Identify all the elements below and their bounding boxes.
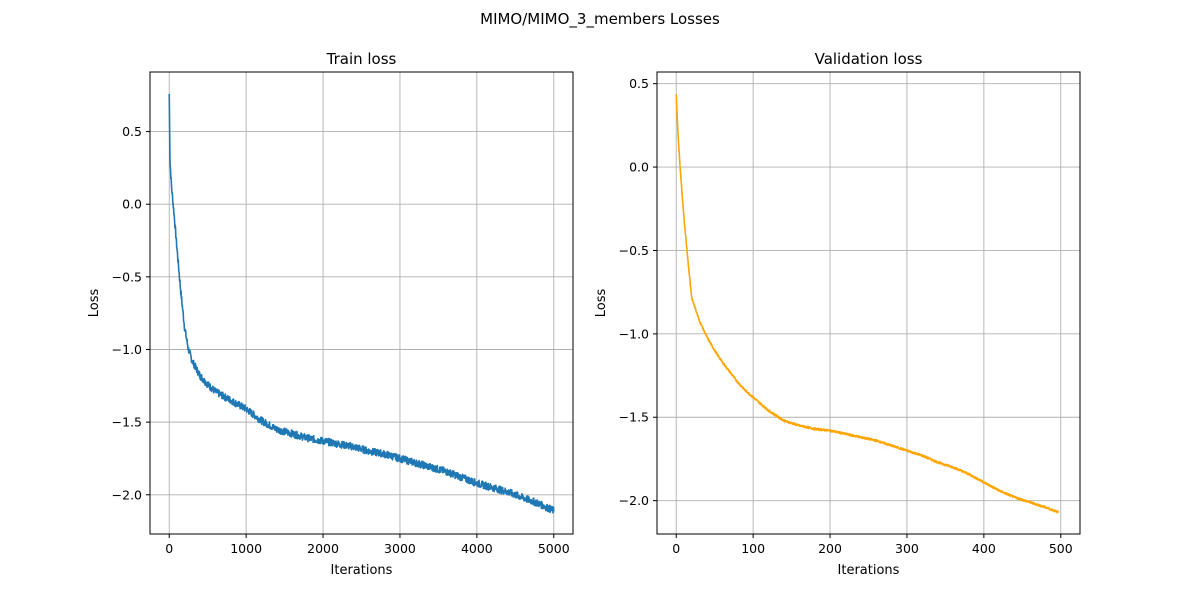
train-loss-line [168, 93, 555, 514]
validation-xtick-label: 400 [972, 541, 996, 556]
train-xtick-label: 2000 [307, 541, 339, 556]
train-ytick-label: −1.5 [112, 415, 142, 430]
validation-ytick-label: −1.5 [619, 410, 649, 425]
validation-xaxis-label: Iterations [838, 563, 900, 578]
validation-xtick-label: 0 [672, 541, 680, 556]
validation-yaxis-label: Loss [594, 289, 609, 318]
validation-loss-line [675, 94, 1060, 514]
validation-ytick-label: 0.0 [629, 160, 649, 175]
validation-loss-axes: 0 100 200 300 400 500 −2.0 −1.5 −1.0 −0.5 0.0 0.5 Va… [594, 50, 1081, 578]
train-yaxis-label: Loss [87, 289, 102, 318]
train-ytick-label: −2.0 [112, 487, 142, 502]
train-loss-axes: 0 1000 2000 3000 4000 5000 −2.0 −1.5 −1.0 −0.5 0.0… [87, 50, 574, 578]
train-xtick-label: 5000 [538, 541, 570, 556]
validation-ytick-label: 0.5 [629, 76, 649, 91]
validation-panel-title: Validation loss [815, 50, 923, 68]
train-panel-title: Train loss [326, 50, 397, 68]
validation-axes-frame [656, 71, 1081, 535]
validation-xtick-label: 200 [818, 541, 842, 556]
validation-ytick-label: −0.5 [619, 243, 649, 258]
train-ytick-label: 0.5 [122, 124, 142, 139]
validation-ytick-label: −2.0 [619, 493, 649, 508]
validation-xtick-label: 300 [895, 541, 919, 556]
train-xaxis-label: Iterations [331, 563, 393, 578]
train-xtick-label: 4000 [461, 541, 493, 556]
train-xtick-label: 3000 [384, 541, 416, 556]
train-xtick-label: 1000 [230, 541, 262, 556]
train-axes-frame [149, 71, 574, 535]
validation-ytick-label: −1.0 [619, 326, 649, 341]
train-ytick-label: −0.5 [112, 269, 142, 284]
train-xtick-label: 0 [165, 541, 173, 556]
validation-xtick-label: 100 [741, 541, 765, 556]
validation-xtick-label: 500 [1049, 541, 1073, 556]
train-ytick-label: −1.0 [112, 342, 142, 357]
train-ytick-label: 0.0 [122, 197, 142, 212]
figure-title: MIMO/MIMO_3_members Losses [480, 10, 720, 29]
